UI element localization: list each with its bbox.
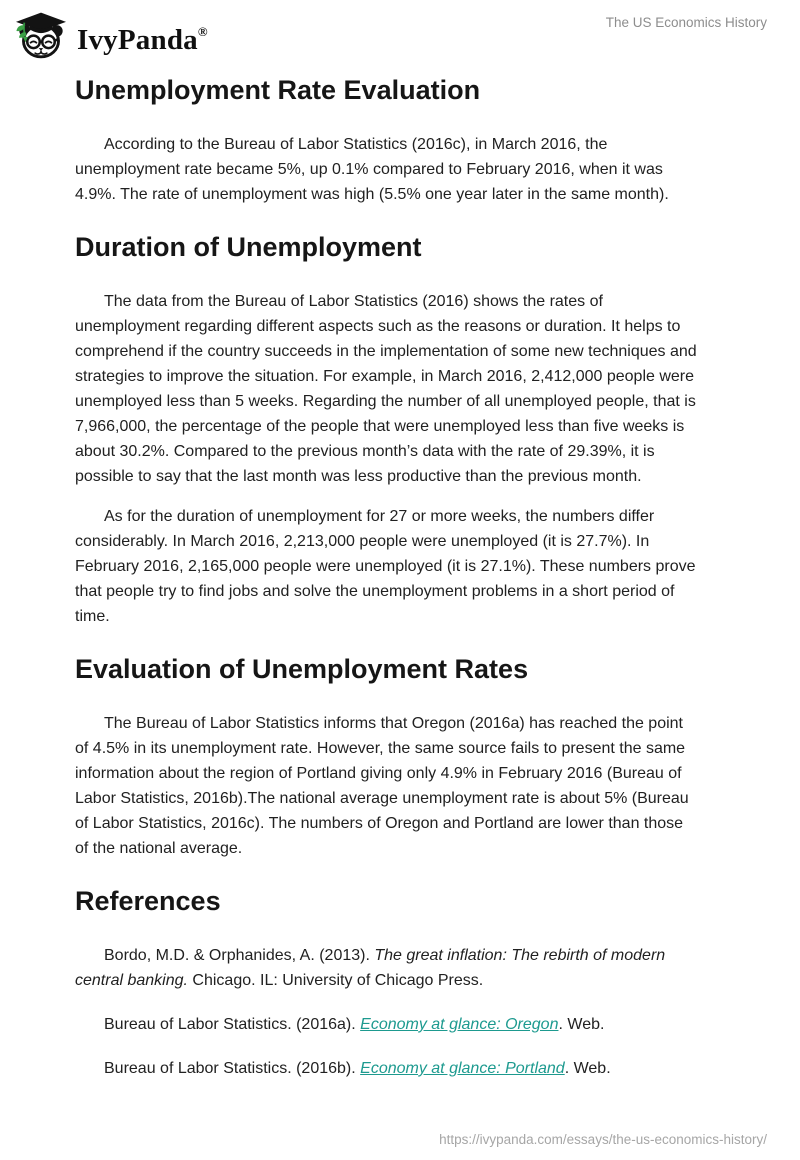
text-line: The Bureau of Labor Statistics informs t…	[104, 715, 683, 732]
reference-text: Chicago. IL: University of Chicago Press…	[187, 972, 484, 989]
text-line: information about the region of Portland…	[75, 765, 682, 782]
section-heading-references: References	[75, 886, 221, 916]
section-heading-evaluation: Evaluation of Unemployment Rates	[75, 654, 529, 684]
text-line: unemployment rate became 5%, up 0.1% com…	[75, 161, 663, 178]
reference-book-title: The great inflation: The rebirth of mode…	[374, 947, 666, 964]
text-line: As for the duration of unemployment for …	[104, 508, 655, 525]
reference-entry: Bordo, M.D. & Orphanides, A. (2013). The…	[75, 943, 725, 993]
paragraph: According to the Bureau of Labor Statist…	[75, 132, 725, 207]
reference-text: Bureau of Labor Statistics. (2016a).	[104, 1016, 361, 1033]
text-line: 4.9%. The rate of unemployment was high …	[75, 186, 669, 203]
section-heading-duration: Duration of Unemployment	[75, 232, 422, 262]
text-line: about 30.2%. Compared to the previous mo…	[75, 443, 655, 460]
article-title: Unemployment Rate Evaluation	[75, 75, 481, 105]
ivypanda-logo-icon	[16, 12, 66, 59]
text-line: possible to say that the last month was …	[75, 468, 642, 485]
paragraph: As for the duration of unemployment for …	[75, 504, 725, 629]
reference-link-portland[interactable]: Economy at glance: Portland	[360, 1060, 565, 1077]
text-line: of the national average.	[75, 840, 243, 857]
reference-text: Bordo, M.D. & Orphanides, A. (2013).	[104, 947, 375, 964]
brand: IvyPanda®	[14, 7, 208, 65]
text-line: unemployed less than 5 weeks. Regarding …	[75, 393, 696, 410]
text-line: time.	[75, 608, 110, 625]
reference-text: Bureau of Labor Statistics. (2016b).	[104, 1060, 361, 1077]
paragraph: The Bureau of Labor Statistics informs t…	[75, 711, 725, 861]
brand-name: IvyPanda®	[77, 7, 208, 65]
text-line: The data from the Bureau of Labor Statis…	[104, 293, 603, 310]
text-line: central banking. Chicago. IL: University…	[75, 968, 725, 993]
registered-mark: ®	[197, 24, 208, 39]
reference-link-oregon[interactable]: Economy at glance: Oregon	[360, 1016, 559, 1033]
text-line: 7,966,000, the percentage of the people …	[75, 418, 685, 435]
text-line: considerably. In March 2016, 2,213,000 p…	[75, 533, 650, 550]
footer-source-url: https://ivypanda.com/essays/the-us-econo…	[439, 1132, 767, 1147]
reference-text: . Web.	[558, 1016, 605, 1033]
reference-entry: Bureau of Labor Statistics. (2016a). Eco…	[75, 1012, 725, 1037]
reference-text: . Web.	[564, 1060, 611, 1077]
text-line: Bordo, M.D. & Orphanides, A. (2013). The…	[75, 943, 725, 968]
text-line: strategies to improve the situation. For…	[75, 368, 695, 385]
text-line: According to the Bureau of Labor Statist…	[104, 136, 608, 153]
paragraph: The data from the Bureau of Labor Statis…	[75, 289, 725, 489]
text-line: comprehend if the country succeeds in th…	[75, 343, 697, 360]
reference-entry: Bureau of Labor Statistics. (2016b). Eco…	[75, 1056, 725, 1081]
article-body: Unemployment Rate Evaluation According t…	[75, 74, 725, 1081]
text-line: of Labor Statistics, 2016c). The numbers…	[75, 815, 684, 832]
text-line: February 2016, 2,165,000 people were une…	[75, 558, 696, 575]
text-line: that people try to find jobs and solve t…	[75, 583, 675, 600]
text-line: Labor Statistics, 2016b).The national av…	[75, 790, 689, 807]
brand-text: IvyPanda	[77, 24, 198, 56]
running-head-title: The US Economics History	[605, 15, 767, 30]
text-line: of 4.5% in its unemployment rate. Howeve…	[75, 740, 686, 757]
reference-book-title: central banking.	[75, 972, 188, 989]
text-line: Bureau of Labor Statistics. (2016a). Eco…	[75, 1012, 725, 1037]
text-line: Bureau of Labor Statistics. (2016b). Eco…	[75, 1056, 725, 1081]
page-header: IvyPanda® The US Economics History	[0, 0, 800, 59]
text-line: unemployment regarding different aspects…	[75, 318, 681, 335]
